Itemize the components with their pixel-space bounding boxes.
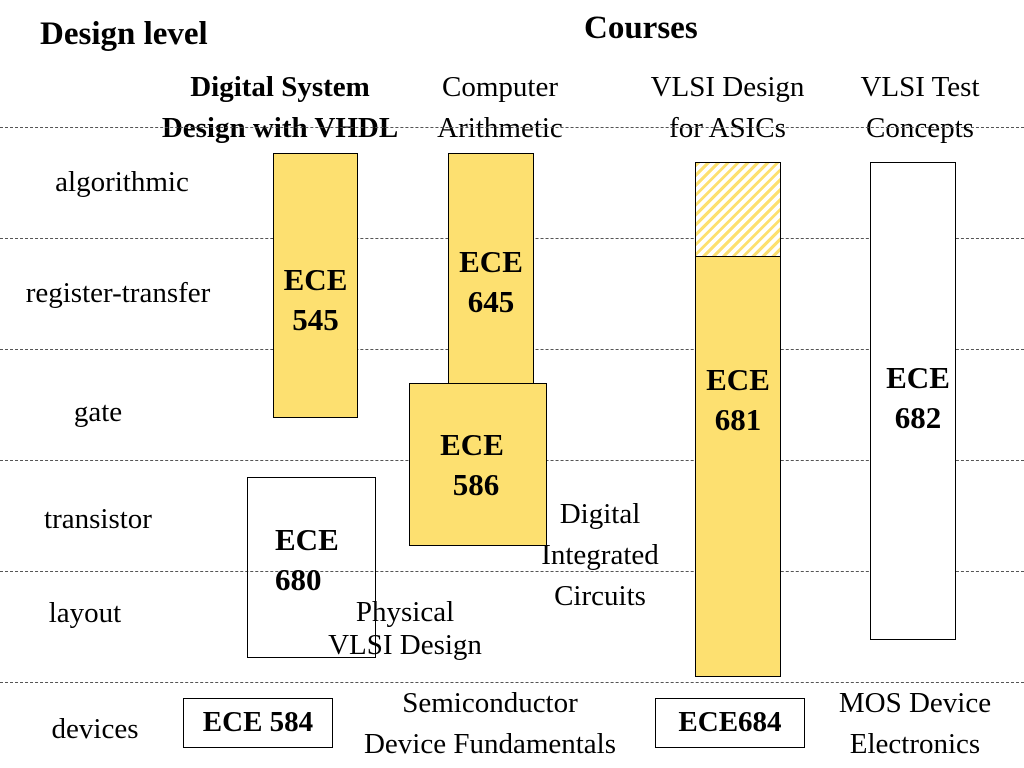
label-mos-device-electronics: MOS Device Electronics	[815, 683, 1015, 765]
course-box-ece681	[695, 256, 781, 677]
course-title-computer-arithmetic: Computer Arithmetic	[410, 67, 590, 149]
course-title-line: for ASICs	[669, 112, 786, 144]
course-box-ece584: ECE 584	[183, 698, 333, 748]
label-digital-integrated-circuits: Digital Integrated Circuits	[520, 494, 680, 617]
course-title-digital-system: Digital System Design with VHDL	[130, 67, 430, 149]
course-title-line: VLSI Design	[650, 71, 805, 103]
free-label-line: Device Fundamentals	[363, 728, 617, 760]
design-level-title: Design level	[40, 16, 208, 52]
course-label-ece645: ECE 645	[448, 242, 534, 322]
label-semiconductor-device-fundamentals: Semiconductor Device Fundamentals	[335, 683, 645, 765]
course-box-ece645	[448, 153, 534, 385]
free-label-line: Integrated	[541, 539, 659, 571]
course-title-line: VLSI Test	[860, 71, 980, 103]
free-label-line: MOS Device	[838, 687, 992, 719]
course-title-line: Arithmetic	[437, 112, 563, 144]
box-label-line: ECE	[886, 360, 950, 395]
free-label-line: Physical	[355, 596, 455, 628]
box-label-line: ECE	[283, 262, 348, 297]
course-box-ece586	[409, 383, 547, 546]
free-label-line: Electronics	[849, 728, 981, 760]
box-label-line: ECE	[275, 522, 339, 557]
level-label-algorithmic: algorithmic	[55, 166, 189, 198]
level-label-register-transfer: register-transfer	[25, 277, 211, 309]
box-label-line: ECE	[706, 362, 770, 397]
course-label-ece680: ECE 680	[275, 520, 339, 600]
course-box-ece680	[247, 477, 376, 658]
course-title-vlsi-design: VLSI Design for ASICs	[625, 67, 830, 149]
level-label-transistor: transistor	[44, 503, 152, 535]
level-divider	[0, 127, 1024, 128]
course-title-line: Digital System	[190, 71, 370, 103]
box-label-line: ECE	[440, 427, 504, 462]
box-label-line: 645	[467, 284, 515, 319]
free-label-line: VLSI Design	[328, 629, 482, 661]
free-label-line: Semiconductor	[402, 687, 578, 719]
level-label-gate: gate	[73, 396, 123, 428]
course-label-ece586: ECE 586	[409, 425, 535, 505]
course-label-ece682: ECE 682	[870, 358, 966, 438]
box-label-line: 681	[714, 402, 762, 437]
course-box-ece545	[273, 153, 358, 418]
free-label-line: Circuits	[554, 580, 646, 612]
box-label-line: 682	[894, 400, 942, 435]
course-box-ece682	[870, 162, 956, 640]
course-box-ece684: ECE684	[655, 698, 805, 748]
course-title-line: Computer	[442, 71, 558, 103]
box-label-line: 680	[275, 562, 322, 597]
level-label-devices: devices	[51, 713, 139, 745]
courses-title: Courses	[584, 10, 698, 46]
box-label-line: 545	[292, 302, 339, 337]
level-divider	[0, 682, 1024, 683]
course-title-vlsi-test: VLSI Test Concepts	[830, 67, 1010, 149]
level-label-layout: layout	[48, 597, 122, 629]
level-divider	[0, 571, 1024, 572]
course-title-line: Design with VHDL	[161, 112, 399, 144]
course-label-ece681: ECE 681	[695, 360, 781, 440]
free-label-line: Digital	[559, 498, 641, 530]
course-title-line: Concepts	[866, 112, 974, 144]
box-label-line: ECE	[459, 244, 523, 279]
label-physical-vlsi-design: Physical VLSI Design	[300, 592, 510, 666]
course-box-ece681-hatched-top	[695, 162, 781, 258]
course-label-ece545: ECE 545	[273, 260, 358, 340]
box-label-line: 586	[452, 467, 500, 502]
